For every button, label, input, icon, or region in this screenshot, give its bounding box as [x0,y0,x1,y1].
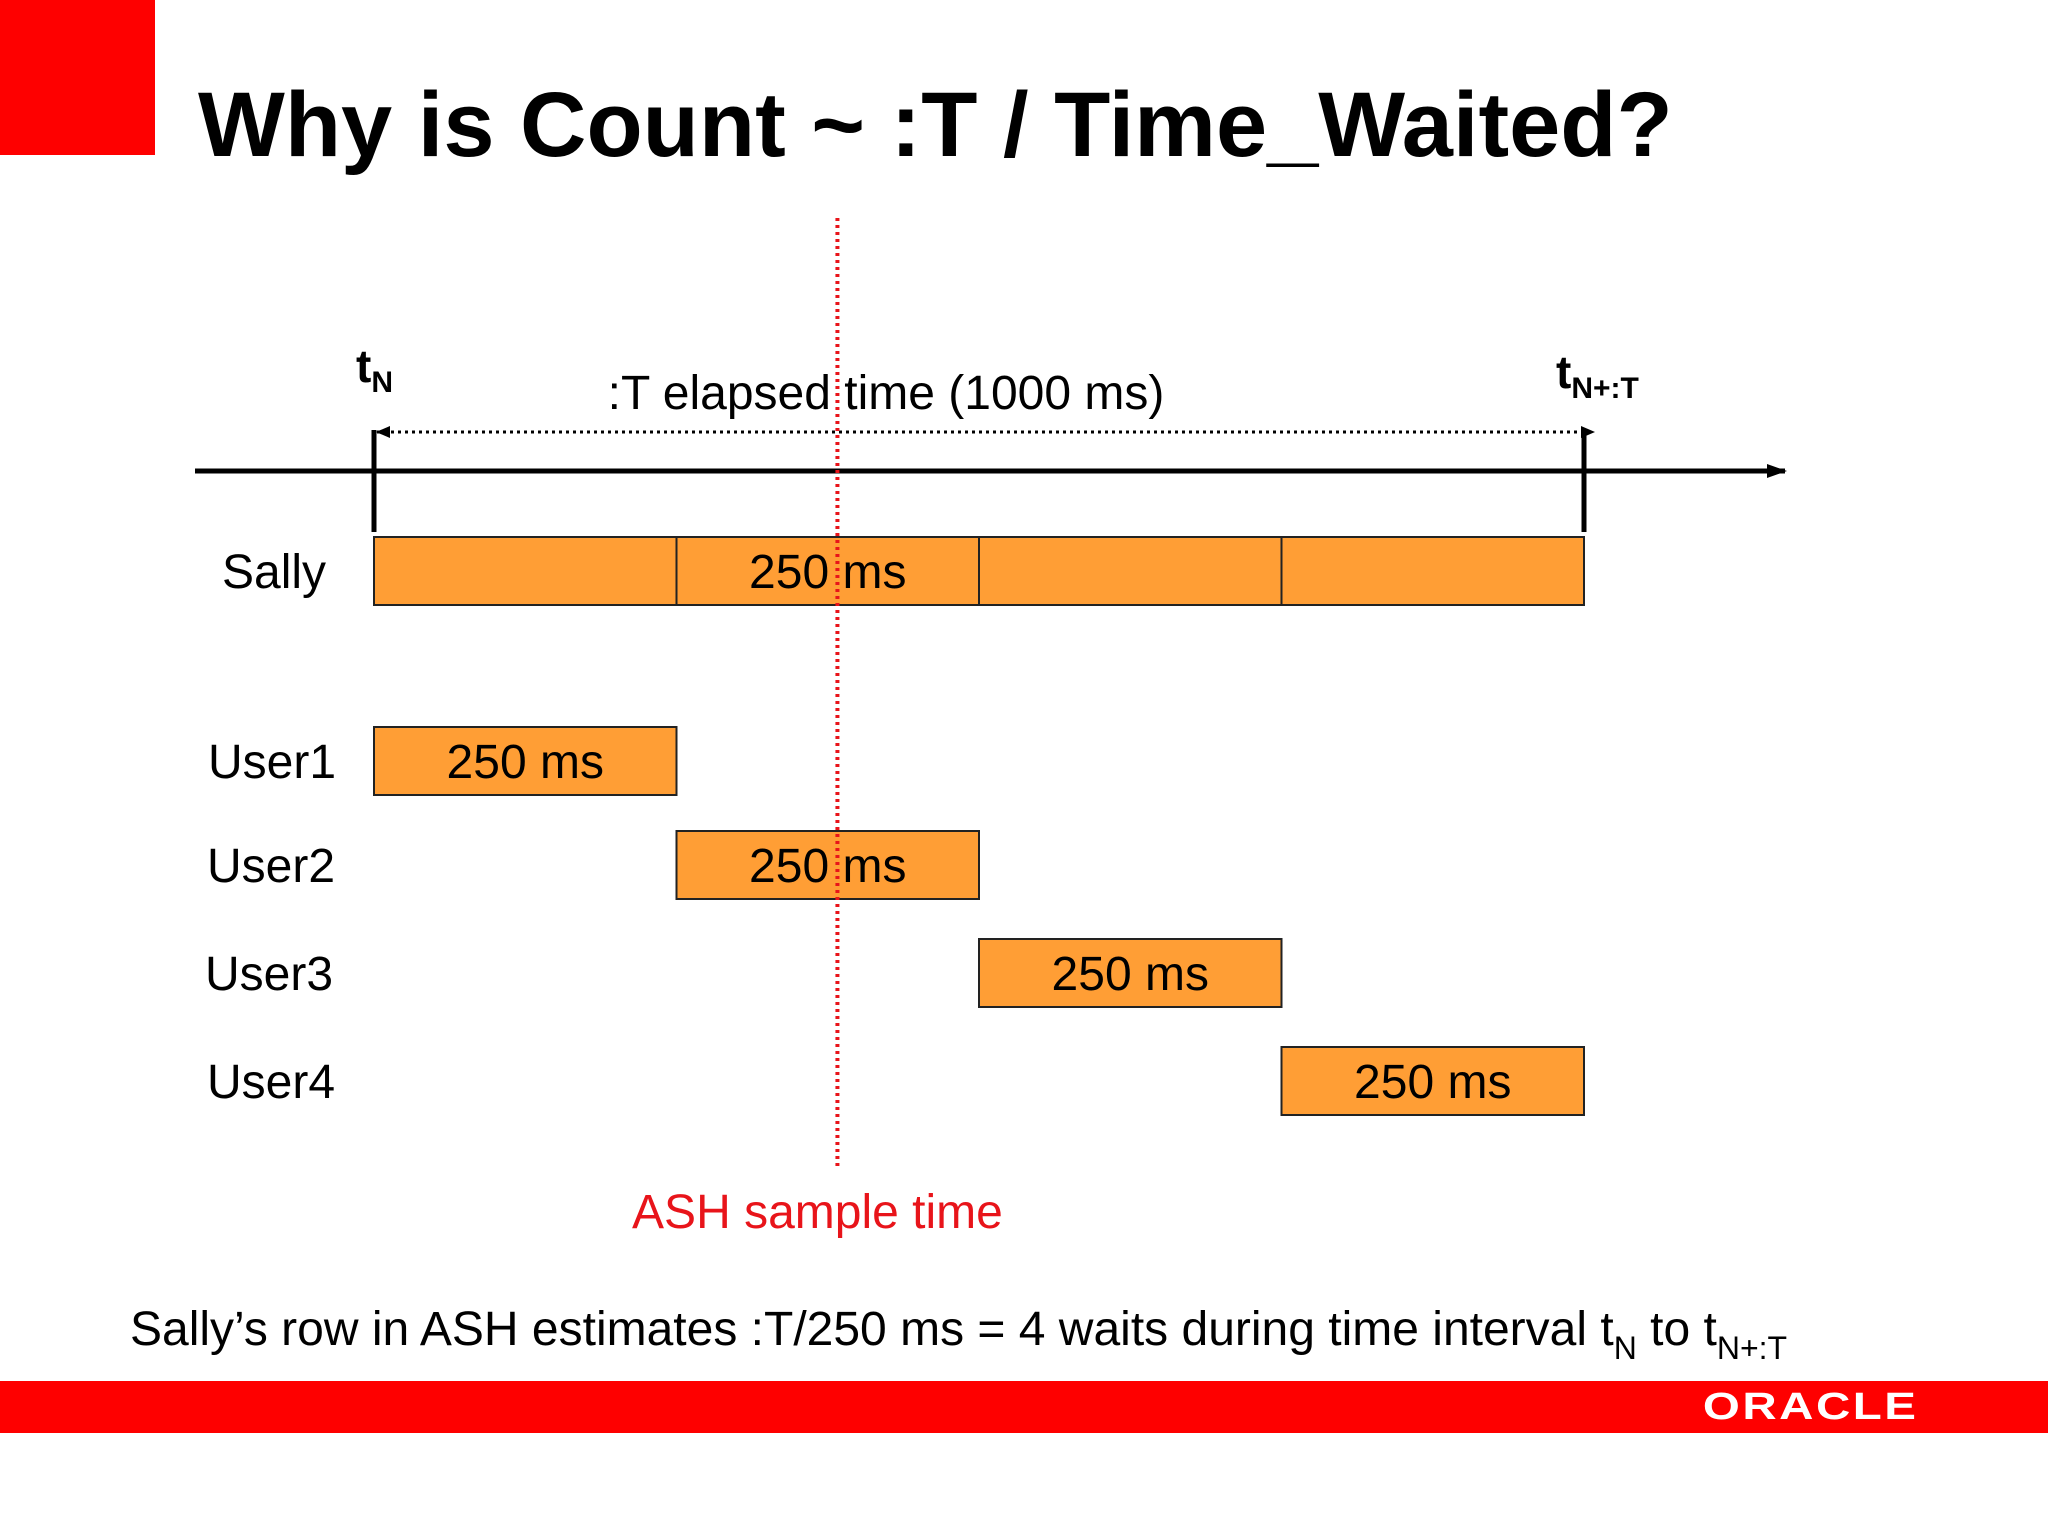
row-user1: User1 250 ms [208,726,678,796]
row-user2: User2 250 ms [207,830,980,900]
wait-segment-label: 250 ms [1052,948,1209,1001]
footer-bar: ORACLE [0,1381,2048,1433]
row-user4: User4 250 ms [207,1046,1585,1116]
caption-from-base: t [1600,1303,1614,1356]
row-name-label: User4 [207,1056,335,1109]
wait-segment [978,938,1283,1008]
start-time-label: tN [356,340,393,399]
wait-segment [373,726,678,796]
caption-middle: to [1636,1303,1704,1356]
caption-to-base: t [1703,1303,1717,1356]
row-user3: User3 250 ms [205,938,1283,1008]
row-name-label: Sally [222,546,326,599]
wait-segment [1280,1046,1585,1116]
caption-from-sub: N [1613,1330,1637,1366]
start-time-sub: N [371,366,393,399]
wait-segment-label: 250 ms [749,546,906,599]
summary-caption: Sally’s row in ASH estimates :T/250 ms =… [130,1302,1787,1367]
wait-segment [373,536,678,606]
wait-segment-label: 250 ms [749,840,906,893]
row-sally: Sally 250 ms [222,536,1585,606]
rows-layer: Sally 250 ms User1 250 ms User2 250 ms User3 25… [205,536,1585,1116]
ash-sample-label: ASH sample time [632,1186,1003,1239]
row-name-label: User1 [208,736,336,789]
end-time-base: t [1556,346,1571,398]
row-name-label: User3 [205,948,333,1001]
wait-segment [978,536,1283,606]
slide-title: Why is Count ~ :T / Time_Waited? [198,74,1673,176]
wait-segment-label: 250 ms [1354,1056,1511,1109]
oracle-logo: ORACLE [1702,1386,1918,1428]
wait-segment [1280,536,1585,606]
end-time-sub: N+:T [1571,372,1639,405]
caption-text: Sally’s row in ASH estimates :T/250 ms =… [130,1303,1601,1356]
wait-segment [675,536,980,606]
start-time-base: t [356,340,371,392]
wait-segment [675,830,980,900]
brand-corner-square [0,0,155,155]
end-time-label: tN+:T [1556,346,1639,405]
row-name-label: User2 [207,840,335,893]
caption-to-sub: N+:T [1716,1330,1788,1366]
wait-segment-label: 250 ms [447,736,604,789]
elapsed-time-label: :T elapsed time (1000 ms) [608,367,1165,420]
